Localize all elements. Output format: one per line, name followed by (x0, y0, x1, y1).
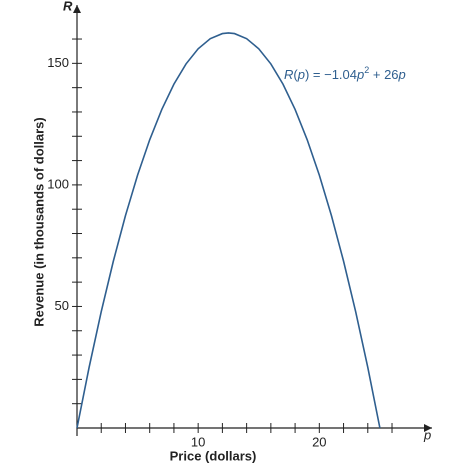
y-tick-label: 150 (47, 55, 69, 70)
annotation-part: R (284, 67, 293, 82)
annotation-part: p (398, 67, 406, 82)
annotation-part: 2 (364, 65, 369, 75)
annotation-part: p (356, 67, 364, 82)
x-tick-label: 20 (312, 434, 326, 449)
y-axis-letter: R (63, 0, 73, 13)
x-axis-arrow (424, 424, 432, 432)
x-tick-label: 10 (191, 434, 205, 449)
annotation-part: ) = −1.04 (305, 67, 357, 82)
annotation: R(p) = −1.04p2 + 26p (284, 65, 406, 82)
y-tick-label: 50 (55, 298, 69, 313)
annotation-part: p (297, 67, 305, 82)
y-axis-label: Revenue (in thousands of dollars) (31, 117, 46, 326)
revenue-curve (76, 32, 381, 429)
x-axis-letter: p (423, 427, 431, 442)
y-tick-label: 100 (47, 176, 69, 191)
annotation-part: + 26 (369, 67, 398, 82)
annotation-part: ( (293, 67, 298, 82)
y-axis-arrow (73, 5, 81, 13)
x-axis-label: Price (dollars) (170, 448, 257, 463)
